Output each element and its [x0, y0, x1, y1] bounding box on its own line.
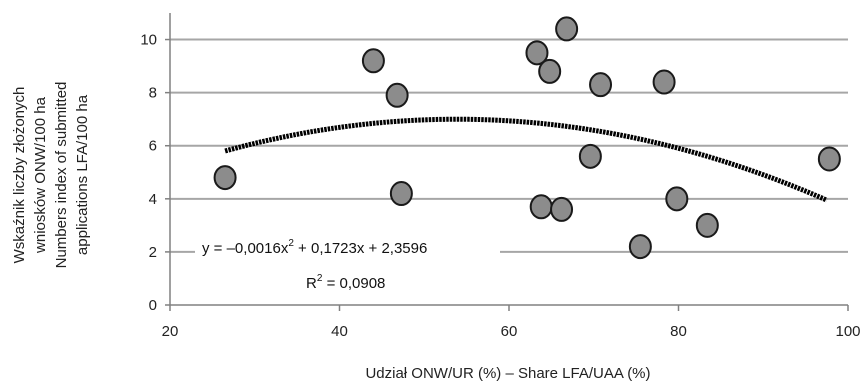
y-tick-label: 0 — [149, 297, 157, 314]
scatter-point — [213, 165, 237, 191]
scatter-point — [665, 186, 689, 212]
trendline-group — [224, 116, 828, 203]
trendline — [224, 116, 828, 203]
scatter-point — [361, 48, 385, 74]
scatter-point — [525, 40, 549, 66]
trend-equation: y = –0,0016x2 + 0,1723x + 2,3596 — [202, 238, 427, 257]
scatter-point — [389, 181, 413, 207]
scatter-point — [538, 58, 562, 84]
x-tick-label: 60 — [501, 323, 518, 340]
x-tick-label: 20 — [162, 323, 179, 340]
scatter-point — [695, 212, 719, 238]
y-tick-label: 4 — [149, 191, 157, 208]
r2-background — [300, 270, 405, 296]
tick-labels: 0 2 4 6 8 10 20 40 60 80 100 — [140, 32, 860, 340]
equation-background — [195, 233, 500, 263]
axes — [165, 13, 849, 311]
scatter-point — [385, 82, 409, 108]
x-tick-label: 40 — [331, 323, 348, 340]
y-axis-title-line-4: applications LFA/100 ha — [74, 94, 91, 255]
scatter-point — [529, 194, 553, 220]
grid-lines — [170, 38, 848, 253]
scatter-point — [550, 196, 574, 222]
x-axis-title: Udział ONW/UR (%) – Share LFA/UAA (%) — [365, 365, 650, 382]
scatter-point — [578, 143, 602, 169]
x-tick-label: 80 — [670, 323, 687, 340]
scatter-point — [817, 146, 841, 172]
y-tick-label: 8 — [149, 85, 157, 102]
y-tick-label: 6 — [149, 138, 157, 155]
y-tick-label: 10 — [140, 32, 157, 49]
scatter-point — [652, 69, 676, 95]
scatter-point — [589, 72, 613, 98]
y-axis-title-line-2: wniosków ONW/100 ha — [32, 96, 49, 254]
scatter-point — [628, 234, 652, 260]
y-axis-title-line-3: Numbers index of submitted — [53, 82, 70, 269]
y-axis-title-line-1: Wskaźnik liczby złożonych — [11, 87, 28, 264]
scatter-points — [213, 16, 841, 260]
y-tick-label: 2 — [149, 244, 157, 261]
scatter-point — [555, 16, 579, 42]
trend-r-squared: R2 = 0,0908 — [306, 273, 385, 292]
y-axis-title: Wskaźnik liczby złożonych wniosków ONW/1… — [11, 82, 91, 269]
x-tick-label: 100 — [835, 323, 860, 340]
